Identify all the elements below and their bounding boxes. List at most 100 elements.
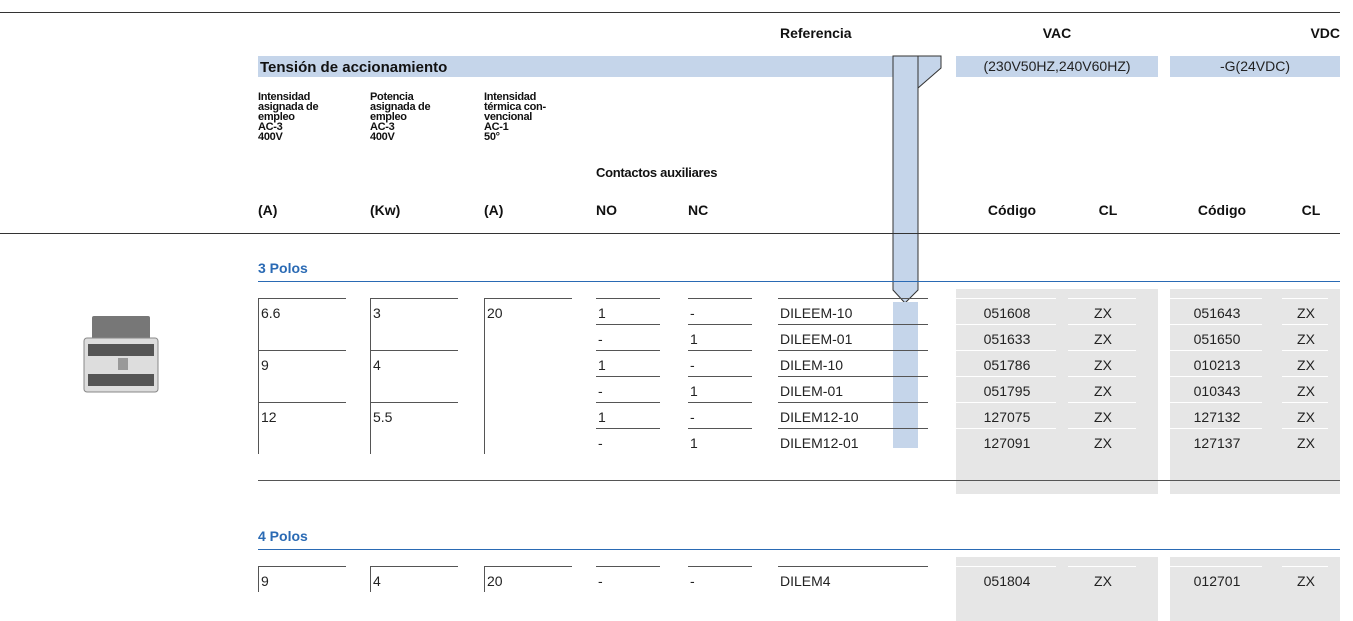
table-cell: 051643 xyxy=(1170,298,1262,324)
table-cell: 127075 xyxy=(956,402,1056,428)
selection-band xyxy=(893,302,918,448)
column-header-line: 400V xyxy=(370,131,395,143)
unit-label: CL xyxy=(1098,202,1118,218)
table-cell: DILEM4 xyxy=(778,566,928,592)
column-header-line: asignada de xyxy=(258,101,319,113)
table-cell: ZX xyxy=(1282,428,1328,454)
header-rule xyxy=(0,233,1340,234)
table-cell: ZX xyxy=(1068,298,1136,324)
table-cell: 4 xyxy=(370,350,458,402)
table-cell: DILEEM-01 xyxy=(778,324,928,350)
section-rule xyxy=(258,281,1340,282)
table-cell: DILEM12-10 xyxy=(778,402,928,428)
aux-header: Contactos auxiliares xyxy=(596,165,718,180)
unit-label: NO xyxy=(596,202,617,218)
table-cell: - xyxy=(688,298,752,324)
table-cell: 012701 xyxy=(1170,566,1262,592)
column-header-line: empleo xyxy=(258,111,295,123)
vac-panel xyxy=(956,557,1158,621)
tension-band xyxy=(258,56,893,77)
table-cell: ZX xyxy=(1068,350,1136,376)
table-cell: - xyxy=(688,566,752,592)
table-cell: 3 xyxy=(370,298,458,350)
vac-panel xyxy=(956,289,1158,494)
table-cell: ZX xyxy=(1068,324,1136,350)
table-cell: 9 xyxy=(258,350,346,402)
table-cell: 6.6 xyxy=(258,298,346,350)
table-cell: DILEM-01 xyxy=(778,376,928,402)
table-cell: ZX xyxy=(1282,566,1328,592)
table-cell: 20 xyxy=(484,298,572,454)
table-cell: ZX xyxy=(1282,324,1328,350)
table-cell: 127137 xyxy=(1170,428,1262,454)
table-cell: 1 xyxy=(596,298,660,324)
table-cell: 051804 xyxy=(956,566,1056,592)
table-cell: 4 xyxy=(370,566,458,592)
top-rule xyxy=(0,12,1340,13)
table-cell: ZX xyxy=(1282,298,1328,324)
referencia-header: Referencia xyxy=(780,25,852,41)
unit-label: (Kw) xyxy=(370,202,401,218)
table-cell: - xyxy=(688,402,752,428)
column-header-line: asignada de xyxy=(370,101,431,113)
table-cell: 127132 xyxy=(1170,402,1262,428)
table-cell: 051633 xyxy=(956,324,1056,350)
table-cell: 1 xyxy=(688,324,752,350)
product-image xyxy=(83,316,159,393)
section-title: 4 Polos xyxy=(258,528,308,544)
section-title: 3 Polos xyxy=(258,260,308,276)
column-header-line: Intensidad xyxy=(258,91,311,103)
table-cell: 051795 xyxy=(956,376,1056,402)
section-rule xyxy=(258,549,1340,550)
table-cell: 051650 xyxy=(1170,324,1262,350)
table-cell: - xyxy=(596,376,660,402)
table-cell: DILEEM-10 xyxy=(778,298,928,324)
column-header-line: empleo xyxy=(370,111,407,123)
vac-voltage: (230V50HZ,240V60HZ) xyxy=(956,56,1158,77)
vac-header: VAC xyxy=(1042,25,1072,41)
unit-label: (A) xyxy=(258,202,278,218)
column-header-line: vencional xyxy=(484,111,533,123)
table-cell: - xyxy=(596,566,660,592)
table-cell: 010343 xyxy=(1170,376,1262,402)
column-header-line: 50° xyxy=(484,131,500,143)
table-cell: 1 xyxy=(688,376,752,402)
table-cell: ZX xyxy=(1068,566,1136,592)
table-cell: DILEM12-01 xyxy=(778,428,928,454)
table-cell: ZX xyxy=(1282,376,1328,402)
unit-label: (A) xyxy=(484,202,504,218)
selection-arrow xyxy=(892,55,942,304)
column-header-line: 400V xyxy=(258,131,283,143)
unit-label: Código xyxy=(1197,202,1247,218)
table-cell: - xyxy=(596,428,660,454)
column-header-line: Potencia xyxy=(370,91,414,103)
vdc-voltage: -G(24VDC) xyxy=(1170,56,1340,77)
tension-label: Tensión de accionamiento xyxy=(260,59,448,76)
vdc-panel xyxy=(1170,557,1340,621)
table-cell: ZX xyxy=(1068,402,1136,428)
table-cell: 1 xyxy=(596,350,660,376)
table-cell: 1 xyxy=(596,402,660,428)
table-cell: 010213 xyxy=(1170,350,1262,376)
table-cell: 20 xyxy=(484,566,572,592)
table-cell: 9 xyxy=(258,566,346,592)
vdc-panel xyxy=(1170,289,1340,494)
table-cell: ZX xyxy=(1282,350,1328,376)
table-cell: DILEM-10 xyxy=(778,350,928,376)
unit-label: CL xyxy=(1301,202,1321,218)
table-cell: - xyxy=(688,350,752,376)
section-bottom-rule xyxy=(258,480,1340,481)
table-cell: ZX xyxy=(1068,428,1136,454)
column-header-line: AC-1 xyxy=(484,121,509,133)
table-cell: 1 xyxy=(688,428,752,454)
table-cell: ZX xyxy=(1068,376,1136,402)
table-cell: - xyxy=(596,324,660,350)
table-cell: ZX xyxy=(1282,402,1328,428)
unit-label: NC xyxy=(688,202,709,218)
column-header-line: AC-3 xyxy=(370,121,395,133)
vdc-header: VDC xyxy=(1310,25,1340,41)
table-cell: 051786 xyxy=(956,350,1056,376)
column-header-line: AC-3 xyxy=(258,121,283,133)
